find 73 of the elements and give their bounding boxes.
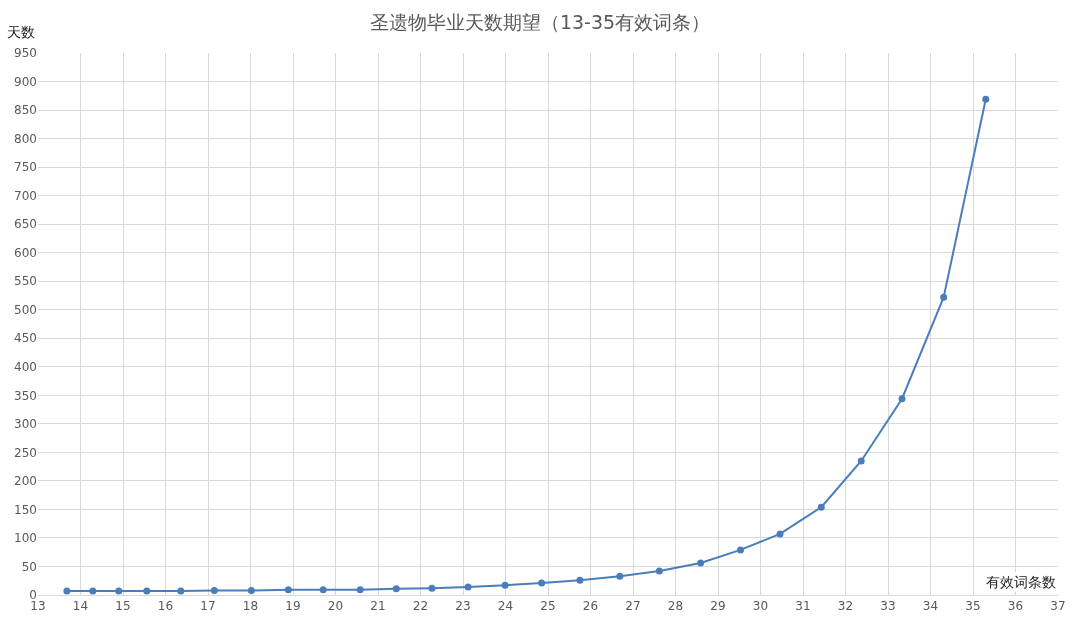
y-tick-label: 150 <box>14 502 37 517</box>
x-tick-label: 13 <box>30 599 46 614</box>
point <box>501 581 509 589</box>
point <box>143 587 151 595</box>
point <box>857 457 865 465</box>
point <box>940 293 948 301</box>
y-tick-label: 650 <box>14 217 37 232</box>
chart-title: 圣遗物毕业天数期望（13-35有效词条） <box>369 10 711 33</box>
x-tick-label: 23 <box>455 599 471 614</box>
y-tick-label: 850 <box>14 103 37 118</box>
x-tick-label: 32 <box>837 599 854 614</box>
point <box>89 587 97 595</box>
y-tick-label: 600 <box>14 245 37 260</box>
point <box>392 585 400 593</box>
x-tick-label: 27 <box>625 599 641 614</box>
x-tick-label: 19 <box>285 599 301 614</box>
y-tick-label: 250 <box>14 445 37 460</box>
x-tick-label: 16 <box>157 599 174 614</box>
y-tick-label: 950 <box>14 46 37 61</box>
y-tick-label: 100 <box>14 531 37 546</box>
point <box>982 95 990 103</box>
x-tick-label: 34 <box>922 599 939 614</box>
y-tick-label: 750 <box>14 160 37 175</box>
point <box>356 586 364 594</box>
y-axis-title: 天数 <box>7 24 35 40</box>
point <box>776 530 784 538</box>
y-tick-label: 50 <box>21 559 37 574</box>
y-tick-label: 300 <box>14 417 37 432</box>
point <box>817 503 825 511</box>
x-tick-label: 35 <box>965 599 981 614</box>
x-tick-label: 18 <box>242 599 259 614</box>
y-tick-label: 550 <box>14 274 37 289</box>
point <box>464 583 472 591</box>
x-tick-label: 33 <box>880 599 896 614</box>
x-tick-label: 24 <box>497 599 514 614</box>
x-tick-label: 31 <box>795 599 811 614</box>
x-tick-label: 22 <box>412 599 429 614</box>
y-tick-label: 800 <box>14 131 37 146</box>
point <box>616 572 624 580</box>
x-tick-label: 17 <box>200 599 216 614</box>
x-tick-label: 28 <box>667 599 684 614</box>
y-tick-label: 500 <box>14 302 37 317</box>
x-tick-label: 15 <box>115 599 131 614</box>
y-tick-label: 900 <box>14 74 37 89</box>
x-tick-label: 20 <box>327 599 344 614</box>
point <box>177 587 185 595</box>
x-tick-label: 26 <box>582 599 599 614</box>
point <box>576 576 584 584</box>
point <box>63 587 71 595</box>
y-tick-label: 700 <box>14 188 37 203</box>
point <box>655 567 663 575</box>
point <box>284 586 292 594</box>
point <box>247 586 255 594</box>
point <box>898 395 906 403</box>
x-tick-label: 29 <box>710 599 726 614</box>
point <box>210 586 218 594</box>
point <box>697 559 705 567</box>
y-tick-label: 350 <box>14 388 37 403</box>
x-tick-label: 21 <box>370 599 386 614</box>
x-tick-label: 30 <box>752 599 769 614</box>
y-tick-label: 200 <box>14 474 37 489</box>
x-tick-label: 36 <box>1007 599 1024 614</box>
point <box>737 546 745 554</box>
point <box>428 584 436 592</box>
point <box>538 579 546 587</box>
y-tick-label: 450 <box>14 331 37 346</box>
x-tick-label: 25 <box>540 599 556 614</box>
x-tick-label: 14 <box>72 599 89 614</box>
point <box>115 587 123 595</box>
y-tick-label: 400 <box>14 359 37 374</box>
point <box>319 586 327 594</box>
x-tick-label: 37 <box>1050 599 1066 614</box>
x-axis-title: 有效词条数 <box>986 574 1056 590</box>
